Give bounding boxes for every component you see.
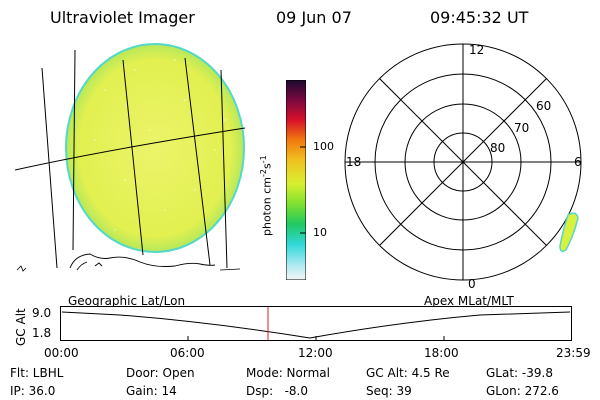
info-glon: GLon: 272.6 xyxy=(486,384,559,398)
edge-scribble xyxy=(16,265,27,272)
unit-sup1: -2 xyxy=(259,169,268,178)
info-seq: Seq: 39 xyxy=(366,384,412,398)
strip-right-title: Apex MLat/MLT xyxy=(424,294,514,308)
info-gain: Gain: 14 xyxy=(126,384,177,398)
aurora-patch xyxy=(559,212,579,253)
instrument-title: Ultraviolet Imager xyxy=(50,8,195,27)
uv-earth-image xyxy=(15,43,246,272)
polar-plot: 12 18 6 0 60 70 80 xyxy=(344,43,582,291)
mlt-label-18: 18 xyxy=(346,155,361,169)
date-label: 09 Jun 07 xyxy=(276,8,352,27)
xtick-1800: 18:00 xyxy=(424,346,459,360)
strip-ytick-9: 9.0 xyxy=(32,306,52,320)
xtick-0600: 06:00 xyxy=(170,346,205,360)
colorbar-tick-100: 100 xyxy=(313,140,334,153)
info-glat: GLat: -39.8 xyxy=(486,366,553,380)
strip-ytick-1-8: 1.8 xyxy=(32,326,52,340)
speckle-layer xyxy=(94,59,226,231)
info-door: Door: Open xyxy=(126,366,195,380)
gc-alt-strip xyxy=(60,306,572,341)
lat-label-60: 60 xyxy=(536,99,551,113)
xtick-1200: 12:00 xyxy=(298,346,333,360)
info-gc-alt: GC Alt: 4.5 Re xyxy=(366,366,450,380)
xtick-2359: 23:59 xyxy=(556,346,591,360)
unit-sup2: -1 xyxy=(259,155,268,164)
altitude-curve xyxy=(61,311,571,339)
unit-s: s xyxy=(260,163,274,170)
diag-2 xyxy=(379,78,547,246)
meridian-lines xyxy=(15,49,246,269)
edge-dash xyxy=(219,268,241,271)
time-label: 09:45:32 UT xyxy=(430,8,529,27)
lat-label-80: 80 xyxy=(490,141,505,155)
mlt-label-0: 0 xyxy=(468,277,476,291)
mlt-label-12: 12 xyxy=(469,43,484,57)
info-mode: Mode: Normal xyxy=(246,366,330,380)
xtick-0000: 00:00 xyxy=(44,346,79,360)
colorbar-unit-label: photon cm-2s-1 xyxy=(259,155,274,236)
mlt-label-6: 6 xyxy=(574,155,582,169)
earth-disk xyxy=(65,43,245,253)
info-filter: Flt: LBHL xyxy=(10,366,64,380)
strip-ylabel: GC Alt xyxy=(14,308,28,346)
coastline xyxy=(69,253,216,271)
colorbar xyxy=(286,80,306,280)
info-dsp: Dsp: -8.0 xyxy=(246,384,309,398)
strip-left-title: Geographic Lat/Lon xyxy=(68,294,186,308)
unit-photon: photon cm xyxy=(260,177,274,236)
info-ip: IP: 36.0 xyxy=(10,384,56,398)
colorbar-tick-10: 10 xyxy=(313,226,327,239)
lat-label-70: 70 xyxy=(514,121,529,135)
